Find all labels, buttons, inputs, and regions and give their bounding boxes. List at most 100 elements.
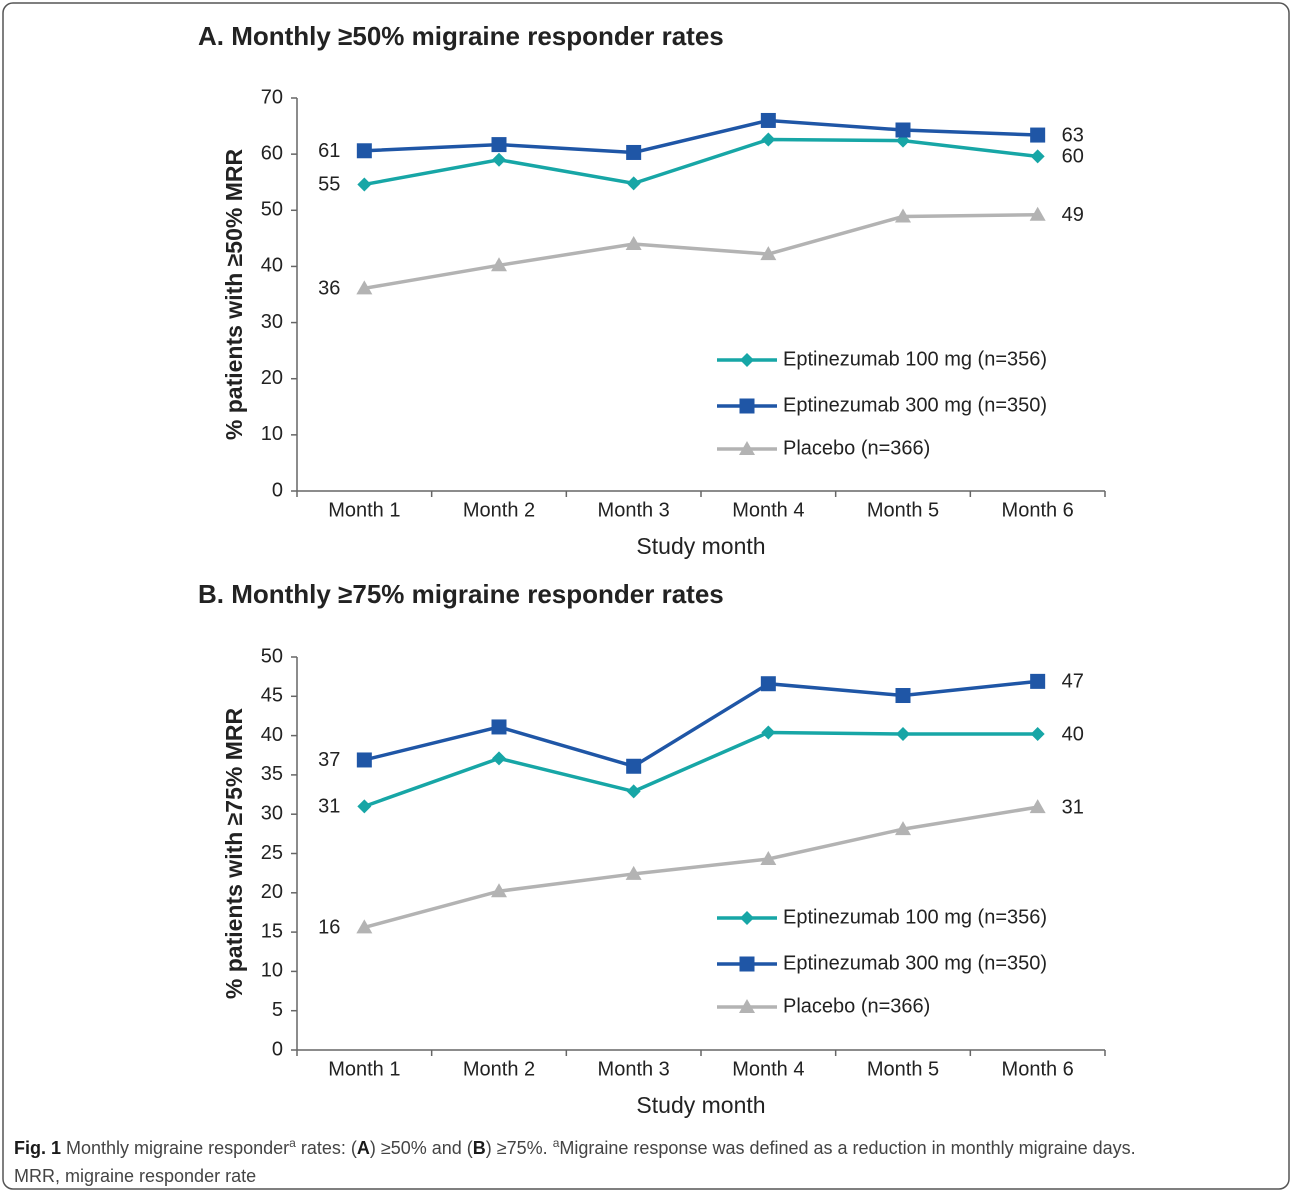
caption-line: MRR, migraine responder rate [14,1166,256,1186]
caption-text: Fig. 1 [14,1138,61,1158]
marker [625,865,642,880]
y-tick-label: 0 [272,479,283,501]
x-tick-label: Month 1 [328,1058,400,1080]
chart-title: A. Monthly ≥50% migraine responder rates [198,21,724,51]
marker [626,784,641,799]
legend-marker [739,398,755,414]
legend-label: Eptinezumab 100 mg (n=356) [783,906,1047,928]
caption-text: Monthly migraine responder [61,1138,289,1158]
marker [1029,799,1046,814]
legend-marker [740,353,754,367]
marker [357,799,372,814]
marker [761,725,776,740]
y-tick-label: 50 [261,645,283,667]
y-tick-label: 20 [261,367,283,389]
marker [1030,149,1045,164]
x-tick-label: Month 6 [1002,499,1074,521]
y-tick-label: 35 [261,763,283,785]
marker [356,752,372,768]
chart-title: B. Monthly ≥75% migraine responder rates [198,579,724,609]
x-tick-label: Month 4 [732,499,804,521]
y-tick-label: 30 [261,311,283,333]
caption-text: ) ≥75%. [486,1138,553,1158]
y-tick-label: 5 [272,999,283,1021]
caption-text: rates: ( [296,1138,357,1158]
marker [356,919,373,934]
data-label: 40 [1062,723,1084,745]
marker [492,152,506,167]
marker [356,143,372,159]
y-tick-label: 20 [261,881,283,903]
caption-text: a [289,1136,296,1150]
caption-line: Fig. 1 Monthly migraine respondera rates… [14,1136,1136,1158]
x-tick-label: Month 2 [463,499,535,521]
caption-text: A [357,1138,370,1158]
caption-text: a [553,1136,560,1150]
data-label: 60 [1062,146,1084,168]
marker [356,280,373,295]
y-axis-title: % patients with ≥75% MRR [221,708,247,1000]
data-label: 63 [1062,124,1084,146]
y-tick-label: 15 [261,920,283,942]
legend-marker [739,999,755,1013]
series-line [364,213,1038,291]
y-tick-label: 0 [272,1038,283,1060]
series-line [364,137,1038,187]
x-tick-label: Month 5 [867,499,939,521]
data-label: 36 [318,278,340,300]
y-tick-label: 50 [261,199,283,221]
y-axis-title: % patients with ≥50% MRR [221,149,247,441]
x-tick-label: Month 4 [732,1058,804,1080]
legend-label: Placebo (n=366) [783,995,930,1017]
marker [895,688,911,704]
legend-marker [739,441,755,455]
marker [895,821,911,836]
marker [1030,727,1045,742]
series-line [363,730,1038,808]
marker [1030,673,1046,689]
y-tick-label: 30 [261,802,283,824]
legend-label: Placebo (n=366) [783,437,930,459]
series-line [363,679,1038,769]
y-tick-label: 25 [261,842,283,864]
x-tick-label: Month 3 [598,499,670,521]
marker [761,132,776,147]
x-axis-title: Study month [636,1092,765,1118]
y-tick-label: 40 [261,724,283,746]
marker [896,727,910,742]
data-label: 16 [318,917,340,939]
data-label: 31 [1062,796,1084,818]
y-tick-label: 70 [261,86,283,108]
y-tick-label: 10 [261,960,283,982]
series-line [363,805,1038,930]
marker [760,112,776,128]
legend-label: Eptinezumab 300 mg (n=350) [783,394,1047,416]
legend-label: Eptinezumab 300 mg (n=350) [783,952,1047,974]
marker [1029,206,1046,221]
data-label: 47 [1062,671,1084,693]
x-tick-label: Month 2 [463,1058,535,1080]
marker [895,208,911,223]
marker [491,719,507,735]
x-axis-title: Study month [636,533,765,559]
marker [492,751,506,766]
x-tick-label: Month 1 [328,499,400,521]
x-tick-label: Month 5 [867,1058,939,1080]
marker [357,177,372,192]
legend-marker [739,956,755,972]
caption-text: B [473,1138,486,1158]
data-label: 61 [318,140,340,162]
data-label: 49 [1062,204,1084,226]
data-label: 31 [318,796,340,818]
marker [895,122,911,138]
legend-label: Eptinezumab 100 mg (n=356) [783,348,1047,370]
data-label: 55 [318,174,340,196]
series-line [364,118,1038,155]
y-tick-label: 40 [261,255,283,277]
marker [626,176,641,191]
marker [491,137,507,153]
marker [491,257,507,272]
y-tick-label: 10 [261,423,283,445]
